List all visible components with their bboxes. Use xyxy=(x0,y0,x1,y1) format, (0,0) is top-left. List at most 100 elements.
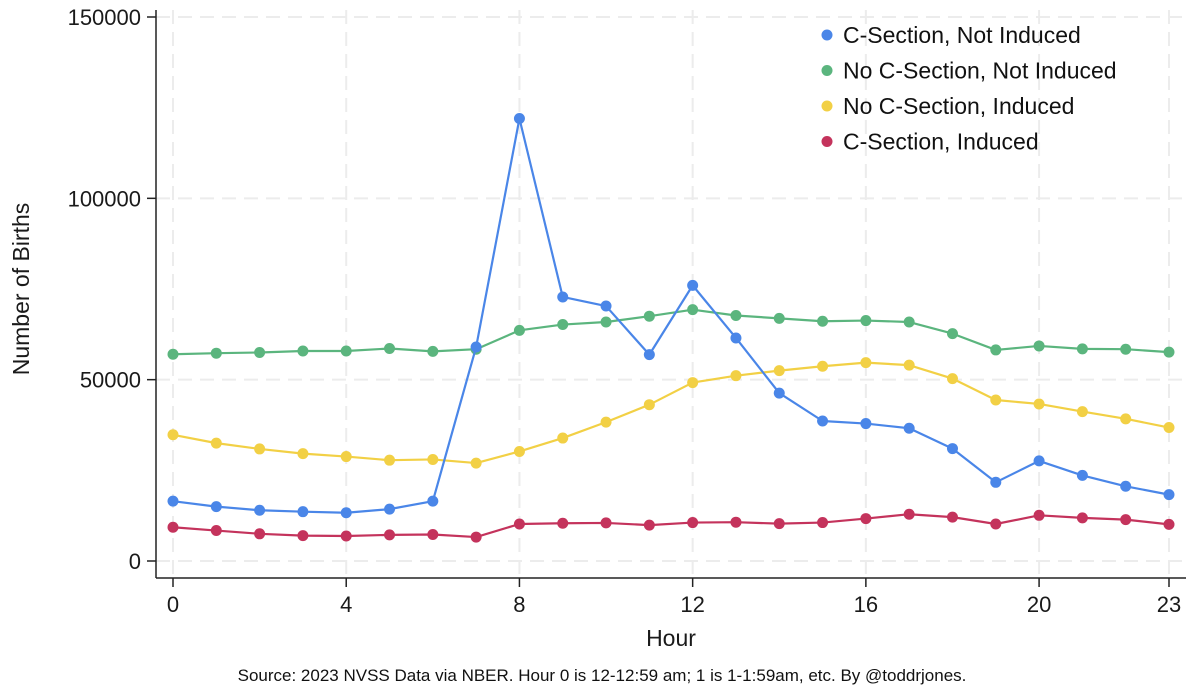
data-point xyxy=(1120,514,1132,526)
data-point xyxy=(340,530,352,542)
data-point xyxy=(643,310,655,322)
data-point xyxy=(730,516,742,528)
data-point xyxy=(1033,509,1045,521)
data-point xyxy=(210,525,222,537)
data-point xyxy=(1076,406,1088,418)
x-tick-label: 0 xyxy=(167,592,179,617)
data-point xyxy=(513,113,525,125)
data-point xyxy=(557,432,569,444)
data-point xyxy=(384,342,396,354)
data-point xyxy=(297,530,309,542)
data-point xyxy=(903,508,915,520)
data-point xyxy=(167,429,179,441)
data-point xyxy=(643,399,655,411)
data-point xyxy=(946,511,958,523)
data-point xyxy=(470,457,482,469)
data-point xyxy=(730,370,742,382)
data-point xyxy=(513,518,525,530)
data-point xyxy=(1120,480,1132,492)
series-c-section-induced xyxy=(167,508,1175,543)
data-point xyxy=(773,518,785,530)
data-point xyxy=(167,521,179,533)
data-point xyxy=(600,416,612,428)
data-point xyxy=(687,517,699,529)
data-point xyxy=(254,346,266,358)
data-point xyxy=(210,347,222,359)
data-point xyxy=(643,349,655,361)
tick-labels: 0 4 8 12 16 20 23 0 50000 100000 150000 xyxy=(68,5,1182,617)
data-point xyxy=(600,316,612,328)
x-tick-label: 16 xyxy=(854,592,878,617)
data-point xyxy=(1033,340,1045,352)
series-c-section-not-induced xyxy=(167,113,1175,519)
data-point xyxy=(297,345,309,357)
y-tick-label: 100000 xyxy=(68,186,141,211)
data-point xyxy=(340,507,352,519)
data-point xyxy=(427,453,439,465)
data-point xyxy=(427,345,439,357)
data-point xyxy=(470,341,482,353)
legend-label: No C-Section, Not Induced xyxy=(843,58,1117,84)
data-point xyxy=(903,316,915,328)
data-point xyxy=(557,517,569,529)
x-tick-label: 4 xyxy=(340,592,352,617)
data-point xyxy=(1163,518,1175,530)
data-point xyxy=(773,312,785,324)
gridlines xyxy=(156,10,1186,578)
data-point xyxy=(210,437,222,449)
series-line-c-section-induced xyxy=(172,513,1170,539)
data-point xyxy=(297,448,309,460)
x-axis-title: Hour xyxy=(646,625,696,651)
data-point xyxy=(254,443,266,455)
data-point xyxy=(1033,455,1045,467)
series-line-no-c-section-induced xyxy=(172,361,1170,465)
data-point xyxy=(297,506,309,518)
data-point xyxy=(1163,422,1175,434)
data-point xyxy=(254,528,266,540)
series-line-no-c-section-not-induced xyxy=(172,308,1170,356)
data-point xyxy=(384,529,396,541)
x-tick-label: 12 xyxy=(680,592,704,617)
data-point xyxy=(384,503,396,515)
data-point xyxy=(1120,413,1132,425)
data-point xyxy=(990,344,1002,356)
data-point xyxy=(903,422,915,434)
data-point xyxy=(817,517,829,529)
data-point xyxy=(860,357,872,369)
data-point xyxy=(643,519,655,531)
data-point xyxy=(773,387,785,399)
legend-label: C-Section, Induced xyxy=(843,129,1039,155)
data-point xyxy=(600,300,612,312)
data-point xyxy=(427,529,439,541)
data-point xyxy=(1163,489,1175,501)
y-tick-label: 0 xyxy=(129,549,141,574)
series-no-c-section-induced xyxy=(167,357,1175,469)
data-point xyxy=(167,495,179,507)
data-point xyxy=(946,373,958,385)
y-tick-label: 150000 xyxy=(68,5,141,30)
data-point xyxy=(1120,343,1132,355)
data-point xyxy=(1163,346,1175,358)
data-point xyxy=(254,504,266,516)
series-line-c-section-not-induced xyxy=(172,117,1170,514)
data-point xyxy=(427,495,439,507)
data-point xyxy=(1076,343,1088,355)
legend-marker xyxy=(821,100,833,112)
data-point xyxy=(1076,512,1088,524)
data-point xyxy=(557,291,569,303)
data-point xyxy=(903,359,915,371)
data-point xyxy=(1076,469,1088,481)
legend-label: C-Section, Not Induced xyxy=(843,22,1081,48)
series-no-c-section-not-induced xyxy=(167,304,1175,360)
legend-marker xyxy=(821,136,833,147)
data-point xyxy=(210,501,222,513)
data-point xyxy=(946,328,958,340)
data-point xyxy=(167,348,179,360)
legend-marker xyxy=(821,29,833,41)
data-point xyxy=(687,304,699,316)
x-tick-label: 23 xyxy=(1157,592,1181,617)
data-point xyxy=(990,394,1002,406)
data-point xyxy=(990,518,1002,530)
legend-marker xyxy=(821,65,833,76)
